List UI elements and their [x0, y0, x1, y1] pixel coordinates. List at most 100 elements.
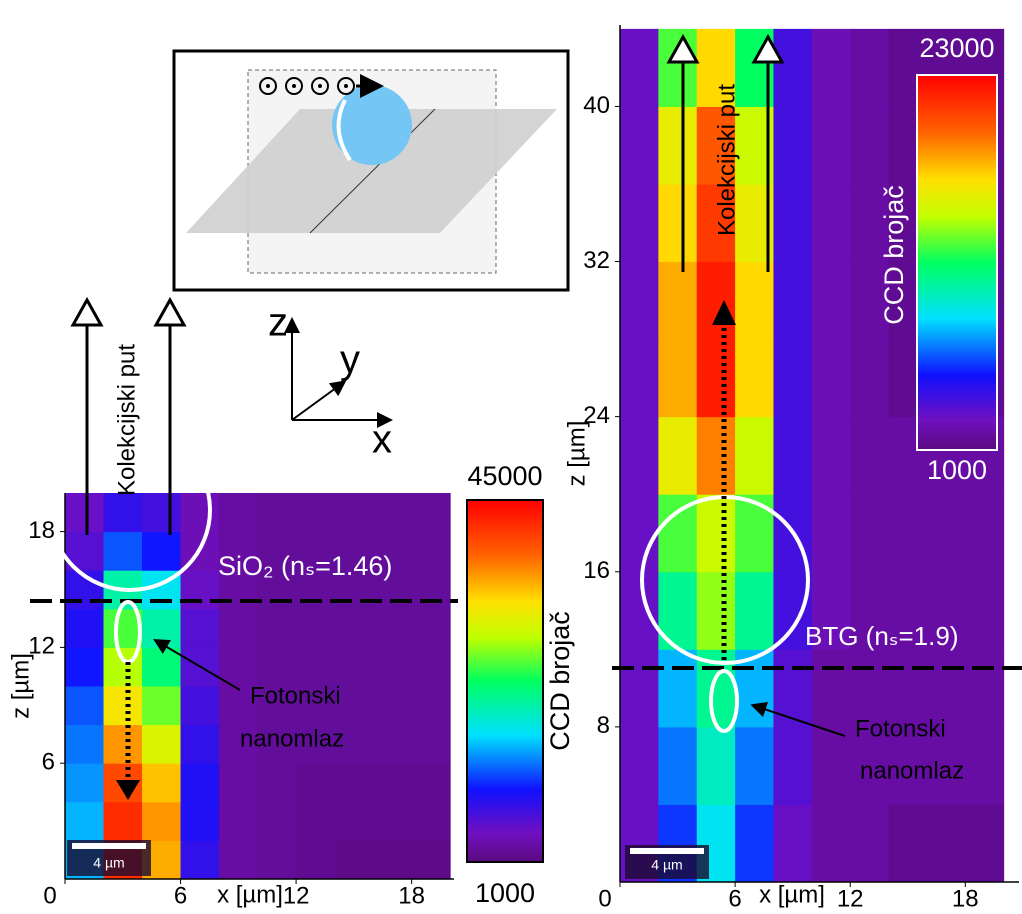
- heatmap-left: 6 12 18 0 6 12 18 x [µm] z [µm] 45000 1000 CCD broj…: [7, 461, 575, 909]
- heat-cell: [142, 724, 182, 764]
- x-tick-label: 6: [174, 882, 187, 909]
- axes-triad: [284, 317, 393, 428]
- heat-cell: [142, 531, 182, 571]
- heat-cell: [620, 726, 659, 805]
- annotation: Fotonski: [855, 715, 946, 742]
- heat-cell: [850, 804, 890, 882]
- heat-cell: [658, 339, 698, 418]
- heat-cell: [696, 28, 736, 107]
- y-tick-label: 6: [42, 749, 55, 776]
- heat-cell: [65, 686, 105, 726]
- heat-cell: [373, 724, 413, 764]
- annotation: SiO₂ (nₛ=1.46): [218, 551, 392, 581]
- y-axis-label: z [µm]: [563, 421, 590, 487]
- heat-cell: [850, 649, 890, 728]
- heat-cell: [411, 724, 451, 764]
- heat-cell: [811, 261, 851, 340]
- y-tick-label: 18: [28, 517, 55, 544]
- heat-cell: [373, 647, 413, 687]
- heat-cell: [620, 106, 659, 185]
- heat-cell: [811, 416, 851, 495]
- heat-cell: [620, 261, 659, 340]
- heat-cell: [811, 726, 851, 805]
- heat-cell: [373, 608, 413, 648]
- heat-cell: [334, 608, 374, 648]
- heat-cell: [296, 647, 336, 687]
- heat-cell: [65, 801, 105, 841]
- heat-cell: [696, 183, 736, 263]
- heat-cell: [965, 726, 1005, 805]
- heat-cell: [219, 686, 259, 726]
- heat-cell: [620, 494, 659, 573]
- heat-cell: [65, 608, 105, 648]
- colorbar: [466, 499, 544, 863]
- heat-cell: [142, 647, 182, 687]
- heat-cell: [620, 571, 659, 650]
- y-axis-label: z [µm]: [7, 653, 34, 719]
- scale-label: 4 µm: [651, 857, 682, 873]
- heat-cell: [773, 571, 813, 650]
- heat-cell: [219, 531, 259, 571]
- heat-cell: [658, 416, 698, 495]
- x-tick-label: 0: [598, 885, 611, 912]
- heat-cell: [620, 183, 659, 263]
- heat-cell: [735, 726, 774, 805]
- colorbar-min: 1000: [927, 455, 987, 485]
- heat-cell: [142, 686, 182, 726]
- heat-cell: [773, 339, 813, 418]
- heat-cell: [65, 763, 105, 803]
- y-tick-label: 12: [28, 633, 55, 660]
- axis-letter: z: [268, 301, 288, 345]
- heat-cell: [103, 801, 143, 841]
- heat-cell: [373, 801, 413, 841]
- heat-cell: [773, 416, 813, 495]
- heat-cell: [850, 339, 890, 418]
- heat-cell: [219, 840, 259, 880]
- heat-cell: [773, 106, 813, 185]
- heatmap-cells: [65, 493, 451, 880]
- heat-cell: [257, 840, 297, 880]
- x-tick-label: 12: [837, 885, 864, 912]
- heat-cell: [334, 531, 374, 571]
- heat-cell: [334, 647, 374, 687]
- heat-cell: [219, 493, 259, 533]
- heat-cell: [296, 493, 336, 533]
- heat-cell: [411, 570, 451, 610]
- heat-cell: [257, 763, 297, 803]
- heat-cell: [735, 804, 774, 882]
- heat-cell: [696, 106, 736, 185]
- heat-cell: [850, 726, 890, 805]
- heat-cell: [296, 531, 336, 571]
- x-axis-label: x [µm]: [759, 881, 825, 908]
- heat-cell: [219, 608, 259, 648]
- heat-cell: [658, 106, 698, 185]
- heat-cell: [888, 649, 928, 728]
- heat-cell: [811, 339, 851, 418]
- x-tick-label: 18: [952, 885, 979, 912]
- heat-cell: [411, 493, 451, 533]
- heat-cell: [180, 801, 220, 841]
- heat-cell: [658, 494, 698, 573]
- heat-cell: [696, 416, 736, 495]
- heat-cell: [965, 571, 1005, 650]
- annotation: Fotonski: [250, 682, 341, 709]
- heat-cell: [180, 608, 220, 648]
- heat-cell: [773, 649, 813, 728]
- heat-cell: [811, 106, 851, 185]
- heat-cell: [735, 339, 774, 418]
- heat-cell: [411, 801, 451, 841]
- heat-cell: [142, 763, 182, 803]
- heat-cell: [658, 726, 698, 805]
- heat-cell: [773, 183, 813, 263]
- heat-cell: [373, 531, 413, 571]
- heat-cell: [926, 649, 966, 728]
- heat-cell: [103, 531, 143, 571]
- heat-cell: [103, 493, 143, 533]
- heat-cell: [926, 726, 966, 805]
- heat-cell: [620, 416, 659, 495]
- annotation: nanomlaz: [240, 725, 344, 752]
- heat-cell: [219, 724, 259, 764]
- heat-cell: [888, 726, 928, 805]
- colorbar: [916, 74, 998, 451]
